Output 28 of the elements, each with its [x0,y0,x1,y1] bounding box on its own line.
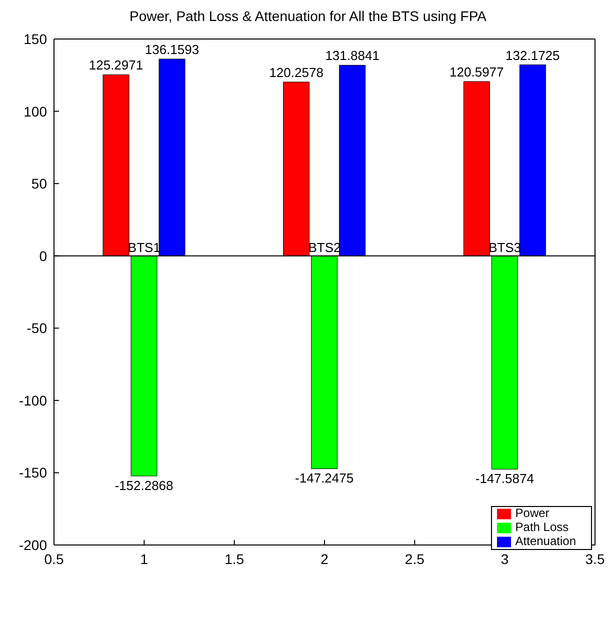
y-tick-label: 0 [39,248,48,264]
legend-label: Power [515,506,550,520]
chart-title: Power, Path Loss & Attenuation for All the BTS using FPA [128,8,488,26]
data-label: 125.2971 [88,58,144,73]
x-tick-label: 3 [500,550,509,567]
x-tick-label: 1 [140,550,148,567]
y-tick-label: 100 [24,103,48,120]
legend-label: Attenuation [515,534,576,548]
data-label: -147.5874 [475,471,534,486]
legend-label: Path Loss [515,520,569,534]
y-tick-label: 150 [24,30,48,47]
data-label: -147.2475 [295,470,354,486]
data-label: 120.5977 [450,64,504,80]
x-tick-label: 3.5 [585,550,605,567]
data-label: -152.2868 [114,478,174,494]
y-tick-label: -150 [18,464,48,481]
data-label: 131.8841 [325,48,380,64]
x-tick-label: 2 [320,550,329,567]
data-label: 132.1725 [506,48,560,63]
y-tick-label: 50 [31,176,48,192]
y-tick-label: -200 [18,536,48,553]
x-tick-label: 0.5 [44,550,64,567]
data-label: 136.1593 [144,42,200,58]
y-tick-label: -100 [18,392,48,408]
x-tick-label: 1.5 [224,550,244,567]
data-label: 120.2578 [269,65,324,80]
y-tick-label: -50 [26,320,48,336]
x-tick-label: 2.5 [404,550,425,567]
